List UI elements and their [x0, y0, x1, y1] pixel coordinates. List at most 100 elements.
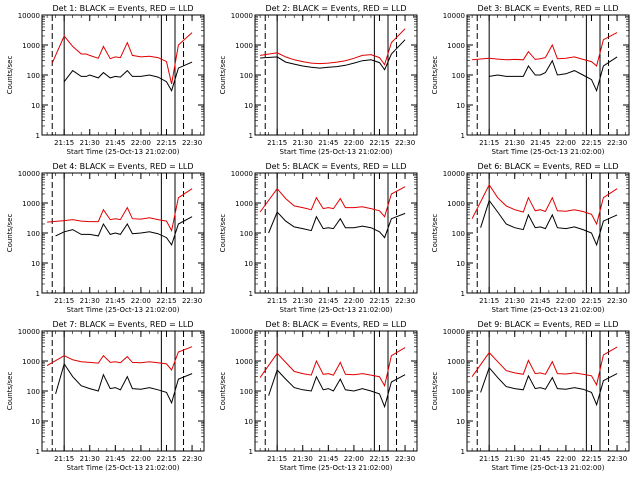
x-tick-label: 22:00 — [556, 455, 576, 463]
x-tick-label: 21:30 — [505, 297, 525, 305]
y-axis-label: Counts/sec — [6, 56, 14, 95]
events-series-line — [55, 362, 193, 405]
y-tick-label: 1 — [36, 448, 40, 456]
y-tick-label: 100 — [452, 388, 465, 396]
x-tick-label: 21:45 — [105, 455, 125, 463]
y-tick-label: 100 — [452, 230, 465, 238]
y-axis-label: Counts/sec — [6, 214, 14, 253]
x-tick-label: 22:00 — [131, 455, 151, 463]
panel-det-8: Det 8: BLACK = Events, RED = LLD 1 10 100 10… — [219, 320, 418, 472]
y-tick-label: 10 — [244, 102, 253, 110]
panel-title: Det 5: BLACK = Events, RED = LLD — [266, 162, 407, 171]
events-series-line — [268, 369, 406, 409]
x-tick-label: 21:45 — [530, 139, 550, 147]
x-tick-label: 21:45 — [318, 455, 338, 463]
y-tick-label: 10000 — [18, 170, 40, 178]
events-series-line — [480, 199, 618, 247]
y-tick-label: 10 — [31, 102, 40, 110]
panel-title: Det 7: BLACK = Events, RED = LLD — [53, 320, 194, 329]
x-tick-label: 21:15 — [267, 139, 287, 147]
y-axis-label: Counts/sec — [6, 372, 14, 411]
x-tick-label: 22:00 — [131, 297, 151, 305]
x-tick-label: 21:30 — [293, 455, 313, 463]
y-tick-label: 1000 — [22, 42, 40, 50]
x-tick-label: 22:30 — [607, 139, 627, 147]
panel-det-7: Det 7: BLACK = Events, RED = LLD 1 10 100 10… — [6, 320, 205, 472]
x-tick-label: 22:30 — [182, 297, 202, 305]
x-axis-label: Start Time (25-Oct-13 21:02:00) — [492, 306, 605, 314]
x-tick-label: 21:45 — [318, 297, 338, 305]
x-axis-label: Start Time (25-Oct-13 21:02:00) — [492, 148, 605, 156]
x-tick-label: 21:15 — [54, 139, 74, 147]
y-tick-label: 10000 — [231, 170, 253, 178]
x-tick-label: 21:30 — [80, 139, 100, 147]
y-tick-label: 100 — [27, 388, 40, 396]
x-tick-label: 22:30 — [182, 455, 202, 463]
y-tick-label: 10 — [456, 260, 465, 268]
y-tick-label: 100 — [240, 72, 253, 80]
y-axis-label: Counts/sec — [431, 372, 439, 411]
x-tick-label: 21:45 — [105, 139, 125, 147]
x-tick-label: 21:30 — [293, 139, 313, 147]
y-tick-label: 100 — [240, 230, 253, 238]
x-tick-label: 22:15 — [369, 139, 389, 147]
y-tick-label: 1000 — [235, 200, 253, 208]
panel-title: Det 8: BLACK = Events, RED = LLD — [266, 320, 407, 329]
lld-series-line — [46, 346, 193, 371]
x-tick-label: 22:00 — [344, 455, 364, 463]
x-tick-label: 22:30 — [607, 297, 627, 305]
events-series-line — [55, 216, 193, 247]
y-tick-label: 10000 — [443, 328, 465, 336]
y-tick-label: 1 — [249, 448, 253, 456]
y-tick-label: 10000 — [231, 12, 253, 20]
x-tick-label: 21:15 — [479, 455, 499, 463]
x-tick-label: 21:45 — [318, 139, 338, 147]
y-axis-label: Counts/sec — [219, 214, 227, 253]
events-series-line — [480, 366, 618, 407]
panel-det-1: Det 1: BLACK = Events, RED = LLD 1 10 100 10… — [6, 4, 205, 156]
x-tick-label: 21:30 — [80, 455, 100, 463]
panel-title: Det 4: BLACK = Events, RED = LLD — [53, 162, 194, 171]
y-tick-label: 1000 — [22, 200, 40, 208]
y-tick-label: 1000 — [447, 42, 465, 50]
x-tick-label: 22:15 — [369, 455, 389, 463]
lld-series-line — [47, 188, 193, 233]
y-tick-label: 10 — [456, 102, 465, 110]
x-tick-label: 22:30 — [607, 455, 627, 463]
events-series-line — [489, 56, 618, 93]
y-axis-label: Counts/sec — [219, 372, 227, 411]
events-series-line — [260, 39, 406, 71]
x-tick-label: 21:30 — [505, 455, 525, 463]
panel-title: Det 6: BLACK = Events, RED = LLD — [478, 162, 619, 171]
x-tick-label: 22:15 — [156, 297, 176, 305]
y-tick-label: 1000 — [235, 42, 253, 50]
y-tick-label: 1 — [249, 290, 253, 298]
x-tick-label: 22:15 — [369, 297, 389, 305]
x-tick-label: 22:15 — [581, 455, 601, 463]
x-tick-label: 21:30 — [80, 297, 100, 305]
y-tick-label: 1 — [36, 290, 40, 298]
lld-series-line — [259, 347, 406, 388]
y-tick-label: 1000 — [235, 358, 253, 366]
x-axis-label: Start Time (25-Oct-13 21:02:00) — [492, 464, 605, 472]
x-axis-label: Start Time (25-Oct-13 21:02:00) — [67, 306, 180, 314]
x-tick-label: 21:15 — [54, 297, 74, 305]
x-tick-label: 22:15 — [581, 139, 601, 147]
y-tick-label: 10000 — [18, 328, 40, 336]
events-series-line — [268, 211, 406, 239]
x-tick-label: 22:15 — [581, 297, 601, 305]
lld-series-line — [51, 32, 193, 85]
y-tick-label: 10 — [31, 418, 40, 426]
y-axis-label: Counts/sec — [431, 214, 439, 253]
x-axis-label: Start Time (25-Oct-13 21:02:00) — [280, 464, 393, 472]
x-tick-label: 21:15 — [54, 455, 74, 463]
y-tick-label: 100 — [27, 230, 40, 238]
x-tick-label: 21:15 — [267, 297, 287, 305]
y-tick-label: 1000 — [22, 358, 40, 366]
panel-det-6: Det 6: BLACK = Events, RED = LLD 1 10 100 10… — [431, 162, 630, 314]
x-tick-label: 22:00 — [344, 297, 364, 305]
x-tick-label: 22:30 — [395, 455, 415, 463]
lld-series-line — [472, 32, 618, 67]
x-tick-label: 21:15 — [479, 139, 499, 147]
y-axis-label: Counts/sec — [431, 56, 439, 95]
